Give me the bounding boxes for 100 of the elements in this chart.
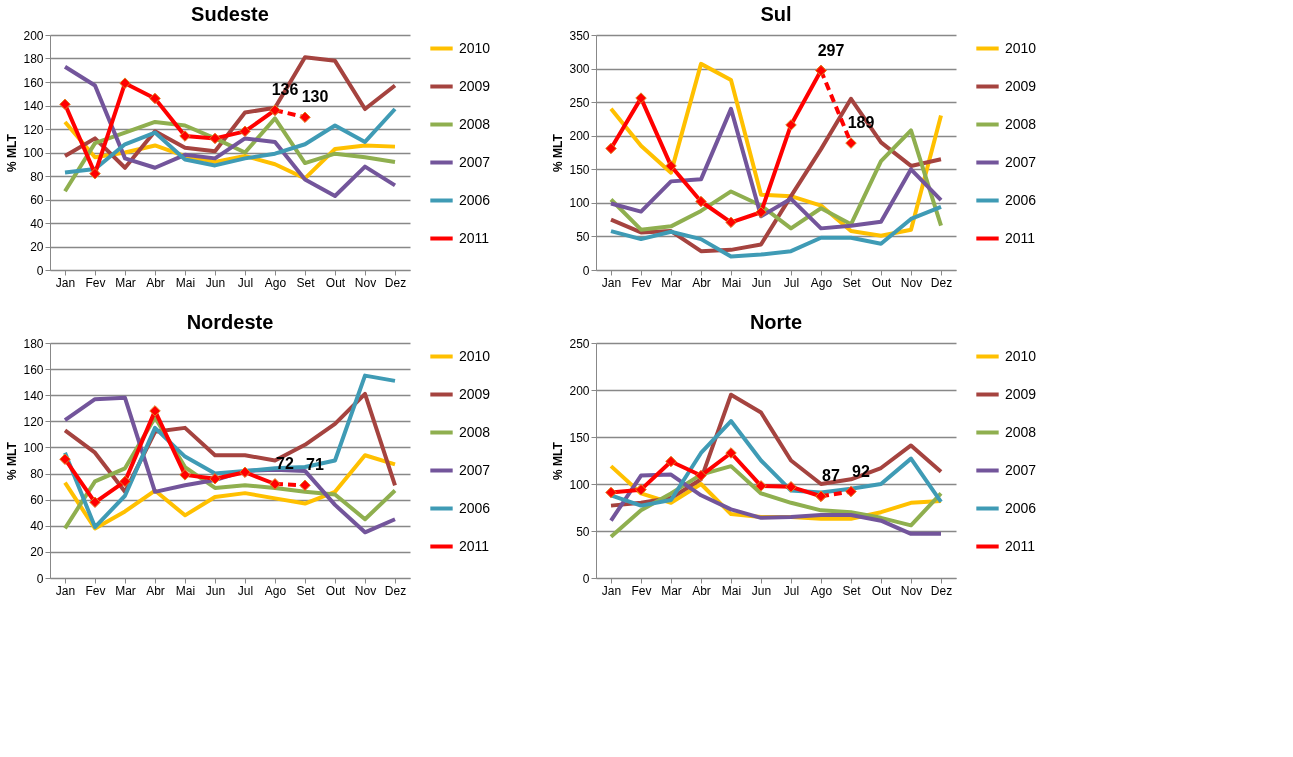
- y-tick-label: 100: [569, 477, 590, 492]
- legend-label: 2006: [459, 191, 491, 208]
- annotation: 87: [822, 467, 840, 485]
- x-tick-label: Nov: [354, 275, 377, 290]
- chart-title: Norte: [749, 311, 803, 333]
- legend-label: 2010: [1005, 347, 1037, 364]
- x-tick-label: Mai: [721, 275, 742, 290]
- y-tick-label: 0: [582, 263, 590, 278]
- annotation: 297: [817, 41, 845, 59]
- x-tick-label: Jun: [751, 583, 772, 598]
- legend-label: 2006: [459, 499, 491, 516]
- y-tick-label: 140: [23, 388, 44, 403]
- x-tick-label: Jan: [601, 583, 622, 598]
- y-tick-label: 0: [36, 263, 44, 278]
- y-tick-label: 120: [23, 414, 44, 429]
- chart-title: Sudeste: [191, 3, 269, 25]
- y-tick-label: 0: [582, 571, 590, 586]
- legend-label: 2011: [1005, 229, 1036, 246]
- legend-label: 2007: [459, 153, 491, 170]
- x-tick-label: Mar: [661, 275, 682, 290]
- y-tick-label: 180: [23, 336, 44, 351]
- y-tick-label: 80: [30, 169, 44, 184]
- x-tick-label: Dez: [930, 583, 953, 598]
- x-tick-label: Jul: [783, 583, 800, 598]
- legend-label: 2008: [459, 423, 491, 440]
- y-tick-label: 250: [569, 95, 590, 110]
- x-tick-label: Jun: [751, 275, 772, 290]
- y-tick-label: 80: [30, 467, 44, 482]
- y-tick-label: 160: [23, 362, 44, 377]
- x-tick-label: Abr: [146, 275, 165, 290]
- x-tick-label: Out: [871, 583, 892, 598]
- legend-label: 2010: [1005, 39, 1037, 56]
- x-tick-label: Jul: [237, 275, 254, 290]
- x-tick-label: Dez: [930, 275, 953, 290]
- y-tick-label: 200: [569, 383, 590, 398]
- y-tick-label: 60: [30, 493, 44, 508]
- x-tick-label: Ago: [810, 275, 833, 290]
- y-tick-label: 350: [569, 28, 590, 43]
- x-tick-label: Ago: [810, 583, 833, 598]
- x-tick-label: Mar: [115, 583, 136, 598]
- y-axis-title: % MLT: [551, 133, 566, 172]
- legend-label: 2009: [459, 385, 491, 402]
- legend-label: 2010: [459, 347, 491, 364]
- y-tick-label: 20: [30, 545, 44, 560]
- chart-title: Sul: [760, 3, 792, 25]
- x-tick-label: Jun: [205, 275, 226, 290]
- y-tick-label: 120: [23, 122, 44, 137]
- x-tick-label: Set: [296, 275, 316, 290]
- legend-label: 2009: [1005, 385, 1037, 402]
- x-tick-label: Set: [842, 275, 862, 290]
- legend-label: 2011: [459, 537, 490, 554]
- x-tick-label: Mar: [115, 275, 136, 290]
- y-tick-label: 180: [23, 52, 44, 66]
- y-tick-label: 150: [569, 162, 590, 177]
- y-tick-label: 100: [23, 440, 44, 455]
- x-tick-label: Mai: [175, 583, 196, 598]
- x-tick-label: Out: [325, 583, 346, 598]
- y-tick-label: 60: [30, 193, 44, 207]
- y-tick-label: 140: [23, 99, 44, 113]
- x-tick-label: Out: [871, 275, 892, 290]
- y-tick-label: 100: [569, 196, 590, 211]
- y-tick-label: 160: [23, 75, 44, 90]
- x-tick-label: Jun: [205, 583, 226, 598]
- y-tick-label: 150: [569, 430, 590, 445]
- y-axis-title: % MLT: [5, 133, 20, 172]
- x-tick-label: Mar: [661, 583, 682, 598]
- x-tick-label: Jul: [237, 583, 254, 598]
- chart-title: Nordeste: [186, 311, 274, 333]
- x-tick-label: Set: [842, 583, 862, 598]
- x-tick-label: Jan: [601, 275, 622, 290]
- legend-label: 2009: [459, 77, 491, 94]
- x-tick-label: Jan: [55, 583, 76, 598]
- x-tick-label: Jan: [55, 275, 76, 290]
- x-tick-label: Abr: [692, 583, 711, 598]
- legend-label: 2008: [459, 115, 491, 132]
- x-tick-label: Dez: [384, 583, 407, 598]
- y-tick-label: 100: [23, 146, 44, 160]
- legend-label: 2008: [1005, 115, 1037, 132]
- x-tick-label: Fev: [631, 275, 652, 290]
- legend-label: 2009: [1005, 77, 1037, 94]
- annotation: 130: [301, 88, 329, 106]
- y-tick-label: 0: [36, 571, 44, 586]
- x-tick-label: Nov: [900, 275, 923, 290]
- y-tick-label: 40: [30, 519, 44, 534]
- y-tick-label: 50: [576, 524, 590, 539]
- legend-label: 2007: [459, 461, 491, 478]
- x-tick-label: Set: [296, 583, 316, 598]
- x-tick-label: Ago: [264, 583, 287, 598]
- y-tick-label: 200: [569, 129, 590, 144]
- legend-label: 2011: [459, 229, 490, 246]
- y-tick-label: 50: [576, 229, 590, 244]
- x-tick-label: Fev: [85, 583, 106, 598]
- x-tick-label: Fev: [85, 275, 106, 290]
- legend-label: 2007: [1005, 153, 1037, 170]
- y-tick-label: 40: [30, 216, 44, 231]
- x-tick-label: Nov: [354, 583, 377, 598]
- legend-label: 2011: [1005, 537, 1036, 554]
- legend-label: 2006: [1005, 191, 1037, 208]
- x-tick-label: Fev: [631, 583, 652, 598]
- x-tick-label: Mai: [175, 275, 196, 290]
